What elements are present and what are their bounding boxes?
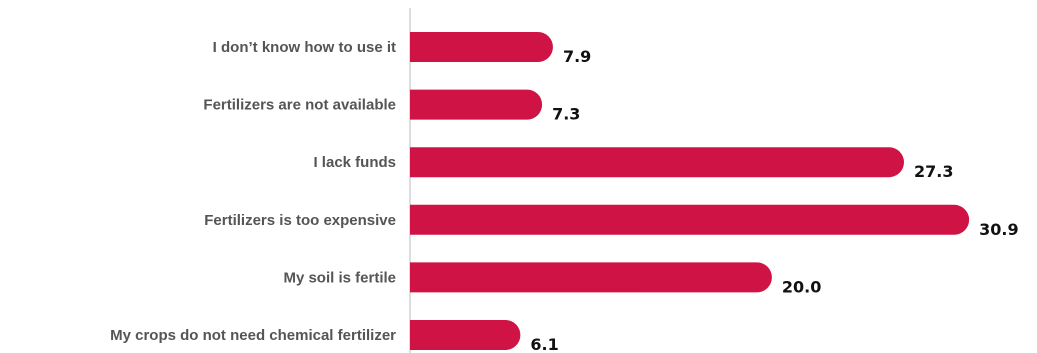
value-label-1: 7.3 (552, 105, 580, 124)
bar-2 (410, 147, 905, 178)
bar-5 (410, 320, 521, 350)
bars-group (409, 32, 970, 350)
category-label-5: My crops do not need chemical fertilizer (110, 327, 396, 344)
value-label-2: 27.3 (914, 162, 953, 181)
bar-3 (410, 204, 970, 235)
value-label-0: 7.9 (563, 47, 591, 66)
bar-1 (409, 89, 543, 120)
category-label-1: Fertilizers are not available (203, 97, 396, 114)
category-label-4: My soil is fertile (283, 269, 396, 286)
value-labels: 7.9 7.3 27.3 30.9 20.0 6.1 (530, 47, 1018, 353)
bar-4 (410, 262, 772, 293)
category-label-0: I don’t know how to use it (213, 39, 396, 56)
bar-0 (410, 32, 553, 62)
category-label-3: Fertilizers is too expensive (204, 212, 396, 229)
value-label-4: 20.0 (782, 277, 821, 296)
value-label-5: 6.1 (530, 335, 558, 353)
category-labels: I don’t know how to use it Fertilizers ar… (110, 39, 396, 344)
category-label-2: I lack funds (313, 154, 396, 171)
value-label-3: 30.9 (979, 220, 1018, 239)
